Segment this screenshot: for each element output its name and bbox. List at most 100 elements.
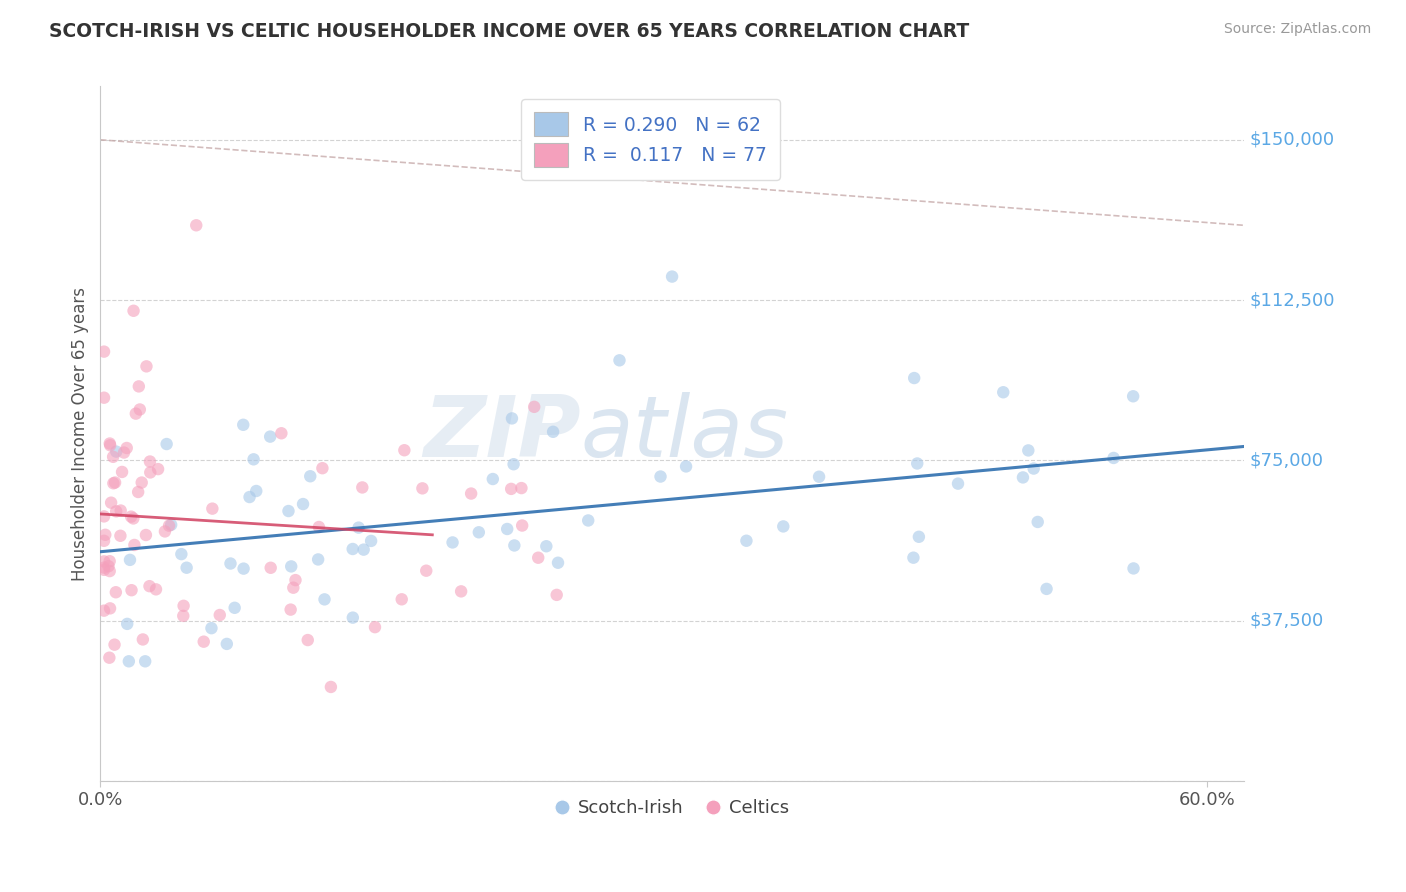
Point <box>245 483 267 498</box>
Point <box>112 445 135 459</box>
Point <box>314 592 336 607</box>
Point <box>115 441 138 455</box>
Point <box>441 535 464 549</box>
Point <box>98 438 121 452</box>
Point <box>1122 561 1144 575</box>
Point <box>546 588 568 602</box>
Point <box>135 528 157 542</box>
Point <box>157 518 180 533</box>
Point <box>284 573 307 587</box>
Point <box>903 550 925 565</box>
Point <box>547 556 569 570</box>
Point <box>105 504 128 518</box>
Legend: Scotch-Irish, Celtics: Scotch-Irish, Celtics <box>548 791 796 824</box>
Point <box>411 481 433 495</box>
Point <box>609 353 631 368</box>
Point <box>103 638 125 652</box>
Point <box>1026 515 1049 529</box>
Point <box>523 400 546 414</box>
Point <box>808 469 831 483</box>
Point <box>1102 450 1125 465</box>
Point <box>122 303 145 318</box>
Point <box>342 610 364 624</box>
Point <box>98 554 121 568</box>
Point <box>297 633 319 648</box>
Point <box>122 511 145 525</box>
Point <box>242 452 264 467</box>
Text: ZIP: ZIP <box>423 392 581 475</box>
Point <box>105 444 128 458</box>
Point <box>905 457 928 471</box>
Point <box>650 469 672 483</box>
Point <box>135 359 157 374</box>
Point <box>347 521 370 535</box>
Point <box>110 529 132 543</box>
Point <box>735 533 758 548</box>
Point <box>128 402 150 417</box>
Point <box>503 539 526 553</box>
Point <box>93 509 115 524</box>
Text: $150,000: $150,000 <box>1250 131 1334 149</box>
Point <box>352 480 374 494</box>
Point <box>93 554 115 568</box>
Point <box>993 385 1015 400</box>
Point <box>139 466 162 480</box>
Point <box>232 417 254 432</box>
Point <box>1017 443 1039 458</box>
Point <box>104 475 127 490</box>
Point <box>121 583 143 598</box>
Point <box>283 581 305 595</box>
Point <box>510 518 533 533</box>
Point <box>541 425 564 439</box>
Point <box>93 391 115 405</box>
Point <box>156 437 179 451</box>
Point <box>277 504 299 518</box>
Point <box>131 475 153 490</box>
Point <box>496 522 519 536</box>
Y-axis label: Householder Income Over 65 years: Householder Income Over 65 years <box>72 286 89 581</box>
Point <box>128 379 150 393</box>
Point <box>208 607 231 622</box>
Point <box>173 599 195 613</box>
Point <box>501 411 523 425</box>
Point <box>1012 470 1035 484</box>
Point <box>200 621 222 635</box>
Point <box>98 650 121 665</box>
Point <box>110 503 132 517</box>
Point <box>391 592 413 607</box>
Point <box>908 530 931 544</box>
Point <box>232 561 254 575</box>
Point <box>134 654 156 668</box>
Point <box>527 550 550 565</box>
Text: $37,500: $37,500 <box>1250 612 1324 630</box>
Point <box>201 501 224 516</box>
Point <box>101 450 124 464</box>
Point <box>115 616 138 631</box>
Text: Source: ZipAtlas.com: Source: ZipAtlas.com <box>1223 22 1371 37</box>
Point <box>311 461 333 475</box>
Point <box>661 269 683 284</box>
Point <box>415 564 437 578</box>
Point <box>299 469 322 483</box>
Point <box>501 482 523 496</box>
Point <box>172 608 194 623</box>
Text: $112,500: $112,500 <box>1250 291 1336 310</box>
Point <box>772 519 794 533</box>
Point <box>160 517 183 532</box>
Point <box>1122 389 1144 403</box>
Point <box>215 637 238 651</box>
Point <box>170 547 193 561</box>
Point <box>224 600 246 615</box>
Point <box>903 371 925 385</box>
Point <box>292 497 315 511</box>
Point <box>176 560 198 574</box>
Point <box>353 542 375 557</box>
Point <box>510 481 533 495</box>
Point <box>145 582 167 597</box>
Point <box>127 485 149 500</box>
Point <box>93 560 115 574</box>
Text: SCOTCH-IRISH VS CELTIC HOUSEHOLDER INCOME OVER 65 YEARS CORRELATION CHART: SCOTCH-IRISH VS CELTIC HOUSEHOLDER INCOM… <box>49 22 970 41</box>
Point <box>308 520 330 534</box>
Point <box>118 654 141 668</box>
Point <box>120 509 142 524</box>
